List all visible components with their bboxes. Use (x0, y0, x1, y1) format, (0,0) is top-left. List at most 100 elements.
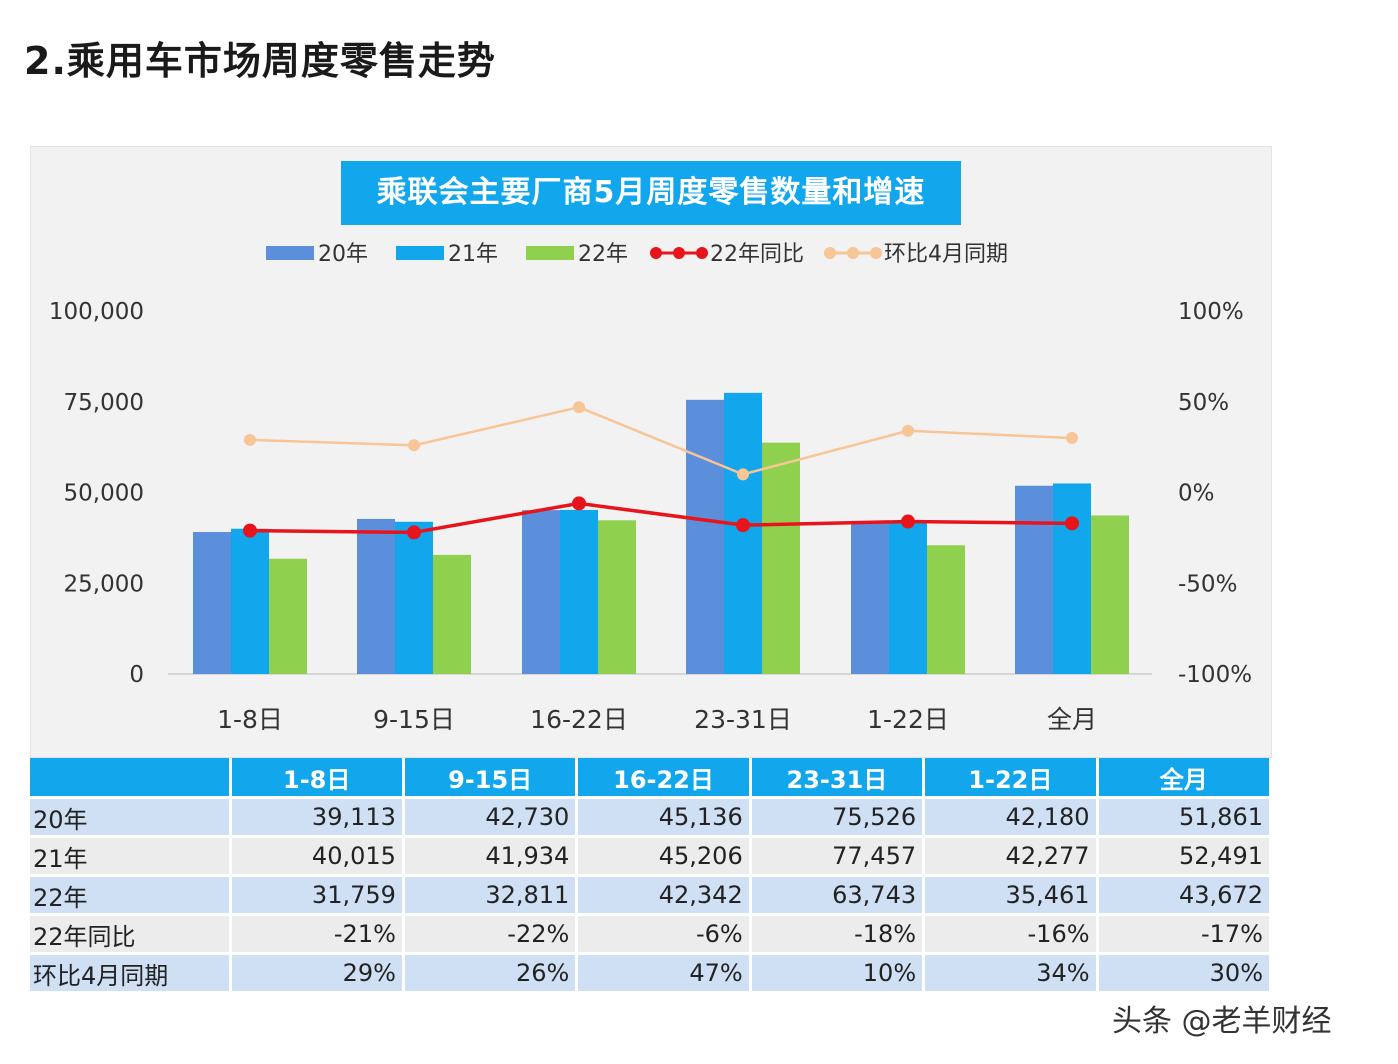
table-cell: 42,180 (923, 796, 1099, 837)
chart-title: 乘联会主要厂商5月周度零售数量和增速 (341, 161, 961, 225)
legend-label-3: 22年同比 (710, 242, 804, 267)
legend-marker-4 (847, 247, 859, 259)
left-axis-tick-label: 0 (129, 662, 144, 688)
table-header-cell: 16-22日 (576, 758, 752, 798)
left-axis-tick-label: 25,000 (64, 571, 144, 597)
legend-marker-3 (673, 247, 685, 259)
chart: 0 25,000 50,000 75,000 100,000 -100% -50% 0% 50%… (49, 242, 1252, 734)
table-cell: 35,461 (923, 874, 1099, 915)
table-cell: -16% (923, 913, 1099, 954)
table-cell: 30% (1097, 952, 1273, 991)
legend-marker-4 (824, 247, 836, 259)
table-cell: 39,113 (230, 796, 405, 837)
table-cell: -17% (1097, 913, 1273, 954)
legend-label-0: 20年 (318, 242, 368, 267)
bar-1 (231, 528, 269, 674)
right-axis-tick-label: 50% (1178, 390, 1229, 416)
bar-2 (433, 554, 471, 674)
x-axis-category-label: 23-31日 (694, 705, 792, 734)
table-header-cell: 9-15日 (403, 758, 579, 798)
bar-0 (357, 518, 395, 674)
table-row: 环比4月同期 29% 26% 47% 10% 34% 30% (30, 952, 1273, 991)
table-cell: -22% (403, 913, 579, 954)
legend-label-4: 环比4月同期 (884, 242, 1008, 267)
legend-swatch-2 (526, 246, 574, 260)
table-header-row: 1-8日 9-15日 16-22日 23-31日 1-22日 全月 (30, 758, 1273, 798)
table-cell: 41,934 (403, 835, 579, 876)
row-label: 21年 (30, 835, 232, 876)
bar-2 (762, 442, 800, 674)
legend-swatch-0 (266, 246, 314, 260)
table-cell: 26% (403, 952, 579, 991)
watermark: 头条 @老羊财经 (1112, 1004, 1332, 1039)
bar-0 (686, 399, 724, 674)
right-axis-tick-label: 100% (1178, 299, 1244, 325)
x-axis-category-label: 1-8日 (217, 705, 283, 734)
table-cell: 52,491 (1097, 835, 1273, 876)
table-header-cell (30, 758, 232, 798)
table-row: 21年 40,015 41,934 45,206 77,457 42,277 5… (30, 835, 1273, 876)
right-axis-tick-label: -100% (1178, 662, 1252, 688)
right-axis-tick-label: 0% (1178, 481, 1215, 507)
table-header-cell: 1-8日 (230, 758, 405, 798)
right-axis-tick-label: -50% (1178, 571, 1237, 597)
bar-0 (851, 520, 889, 674)
page-heading: 2.乘用车市场周度零售走势 (24, 39, 496, 83)
table-row: 22年同比 -21% -22% -6% -18% -16% -17% (30, 913, 1273, 954)
series-point-3 (407, 525, 421, 540)
table-cell: 45,206 (576, 835, 752, 876)
table-cell: 63,743 (750, 874, 926, 915)
row-label: 22年 (30, 874, 232, 915)
table-cell: 42,277 (923, 835, 1099, 876)
row-label: 20年 (30, 796, 232, 837)
table-header-cell: 1-22日 (923, 758, 1099, 798)
table-cell: 40,015 (230, 835, 405, 876)
series-point-4 (1066, 432, 1078, 445)
table-cell: 47% (576, 952, 752, 991)
table-header-cell: 全月 (1097, 758, 1273, 798)
series-point-4 (244, 433, 256, 446)
left-axis-tick-label: 50,000 (64, 481, 144, 507)
legend-marker-3 (650, 247, 662, 259)
bar-2 (269, 558, 307, 674)
legend-label-2: 22年 (578, 242, 628, 267)
table-cell: 75,526 (750, 796, 926, 837)
left-axis-tick-label: 75,000 (64, 390, 144, 416)
series-point-4 (408, 439, 420, 452)
table-header-cell: 23-31日 (750, 758, 926, 798)
x-axis-category-label: 16-22日 (530, 705, 628, 734)
data-table: 1-8日 9-15日 16-22日 23-31日 1-22日 全月 20年 39… (30, 758, 1273, 991)
row-label: 22年同比 (30, 913, 232, 954)
table-cell: 42,342 (576, 874, 752, 915)
table-row: 22年 31,759 32,811 42,342 63,743 35,461 4… (30, 874, 1273, 915)
table-cell: 34% (923, 952, 1099, 991)
series-point-3 (1065, 516, 1079, 531)
x-axis-category-label: 1-22日 (867, 705, 949, 734)
series-point-4 (737, 468, 749, 481)
table-cell: 51,861 (1097, 796, 1273, 837)
x-axis-category-label: 全月 (1047, 705, 1097, 734)
table-cell: -6% (576, 913, 752, 954)
series-line-4 (249, 405, 1073, 476)
table-row: 20年 39,113 42,730 45,136 75,526 42,180 5… (30, 796, 1273, 837)
bar-2 (1091, 515, 1129, 674)
table-cell: 32,811 (403, 874, 579, 915)
bar-0 (1015, 485, 1053, 674)
series-point-4 (902, 424, 914, 437)
series-point-3 (901, 514, 915, 529)
table-cell: -21% (230, 913, 405, 954)
series-point-3 (736, 518, 750, 533)
bar-1 (889, 520, 927, 674)
bar-1 (1053, 483, 1091, 674)
x-axis-category-label: 9-15日 (373, 705, 455, 734)
bar-1 (560, 509, 598, 674)
bar-0 (522, 510, 560, 674)
series-point-4 (573, 401, 585, 414)
series-point-3 (243, 523, 257, 538)
table-cell: 77,457 (750, 835, 926, 876)
bar-2 (598, 520, 636, 674)
legend-swatch-1 (396, 246, 444, 260)
bar-1 (395, 521, 433, 674)
table-cell: 42,730 (403, 796, 579, 837)
legend-marker-3 (696, 247, 708, 259)
